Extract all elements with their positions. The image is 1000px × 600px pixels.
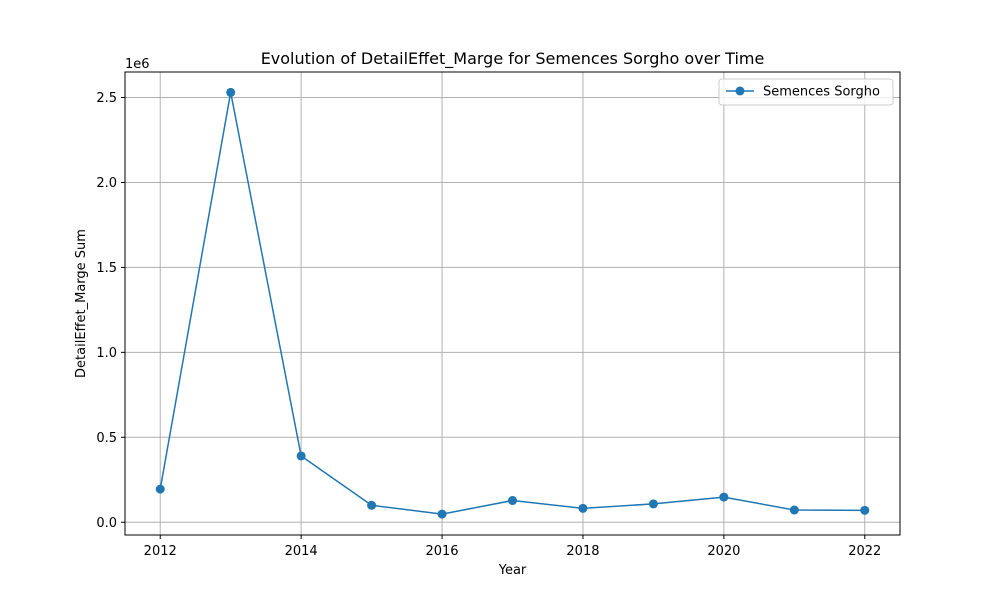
data-point-marker (508, 496, 517, 506)
x-tick-label: 2020 (707, 544, 740, 559)
data-point-marker (578, 503, 588, 513)
x-axis: 2012 2014 2016 2018 2020 2022 (144, 535, 881, 559)
chart-title: Evolution of DetailEffet_Marge for Semen… (261, 49, 765, 69)
y-axis: 0.0 0.5 1.0 1.5 2.0 2.5 (96, 91, 125, 531)
data-point-marker (155, 484, 165, 494)
y-tick-label: 1.0 (96, 346, 117, 361)
legend-box (718, 78, 894, 106)
x-tick-label: 2012 (144, 544, 177, 559)
y-tick-label: 2.5 (96, 91, 117, 106)
legend-series-label: Semences Sorgho (763, 85, 880, 100)
data-point-marker (719, 492, 729, 502)
x-tick-label: 2014 (285, 544, 318, 559)
y-tick-label: 2.0 (96, 176, 117, 191)
x-axis-label: Year (498, 563, 527, 578)
data-point-marker (648, 499, 658, 509)
legend: Semences Sorgho (718, 78, 894, 106)
y-offset-label: 1e6 (125, 57, 150, 72)
y-tick-label: 1.5 (96, 261, 117, 276)
x-tick-label: 2016 (425, 544, 458, 559)
data-point-marker (789, 505, 799, 515)
x-tick-label: 2018 (566, 544, 599, 559)
data-point-marker (367, 500, 377, 510)
y-tick-label: 0.5 (96, 431, 117, 446)
data-point-marker (437, 509, 447, 519)
y-axis-label: DetailEffet_Marge Sum (74, 229, 89, 378)
data-point-marker (860, 505, 870, 515)
y-tick-label: 0.0 (96, 516, 117, 531)
grid (125, 72, 900, 535)
plot-area-frame (124, 71, 901, 536)
series-group (155, 87, 870, 519)
legend-series-marker (735, 86, 745, 96)
data-point-marker (296, 451, 306, 461)
data-point-marker (226, 87, 236, 97)
x-tick-label: 2022 (848, 544, 881, 559)
